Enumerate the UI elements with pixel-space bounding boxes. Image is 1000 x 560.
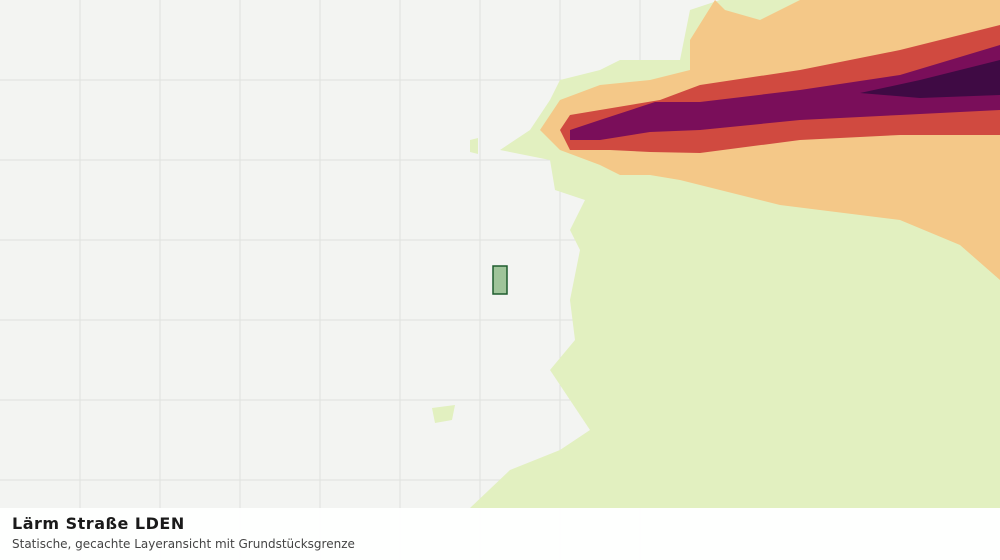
parcel-boundary[interactable] bbox=[492, 265, 508, 295]
noise-zone-extreme bbox=[860, 60, 1000, 98]
map-title: Lärm Straße LDEN bbox=[12, 514, 185, 533]
map-subtitle: Statische, gecachte Layeransicht mit Gru… bbox=[12, 537, 355, 551]
noise-zone-low bbox=[470, 138, 478, 154]
noise-zone-low bbox=[432, 405, 455, 423]
caption-panel bbox=[0, 508, 1000, 560]
noise-zone-very-high bbox=[570, 45, 1000, 140]
